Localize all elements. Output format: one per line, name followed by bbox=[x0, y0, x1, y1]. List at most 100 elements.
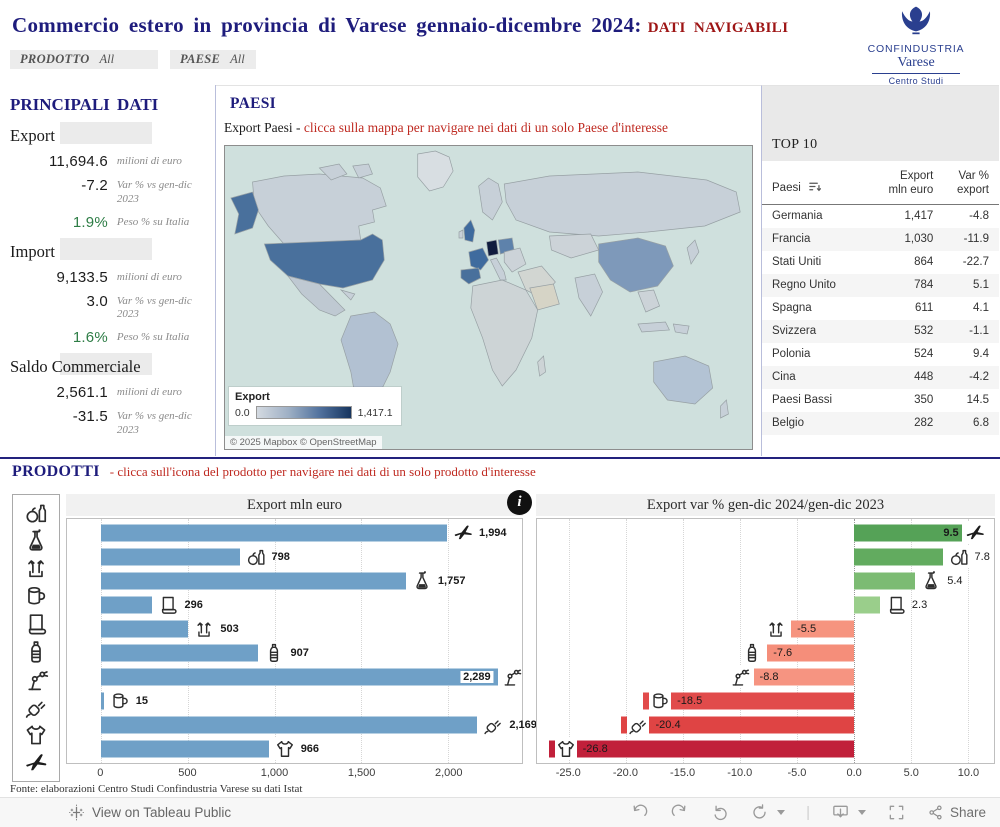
col-export[interactable]: Export mln euro bbox=[867, 165, 940, 205]
col-paesi[interactable]: Paesi bbox=[762, 165, 868, 205]
bar-robot[interactable] bbox=[753, 668, 854, 686]
bar-food[interactable] bbox=[101, 548, 240, 566]
bar-row[interactable]: 296 bbox=[67, 593, 522, 617]
paper-icon[interactable] bbox=[157, 594, 180, 616]
bar-row[interactable]: -5.5 bbox=[537, 617, 994, 641]
plug-icon[interactable] bbox=[482, 714, 505, 736]
download-icon[interactable] bbox=[831, 803, 850, 822]
robot-icon[interactable] bbox=[499, 666, 522, 688]
bar-row[interactable]: -18.5 bbox=[537, 689, 994, 713]
bar-row[interactable]: 1,994 bbox=[67, 521, 522, 545]
bar-plug[interactable] bbox=[621, 716, 854, 734]
sweater-icon[interactable] bbox=[554, 738, 577, 760]
share-button[interactable]: Share bbox=[927, 804, 986, 821]
bar-flask[interactable] bbox=[853, 572, 916, 590]
bar-row[interactable]: -26.8 bbox=[537, 737, 994, 761]
mug-icon[interactable] bbox=[23, 583, 49, 609]
paper-icon[interactable] bbox=[884, 594, 907, 616]
airplane-icon[interactable] bbox=[963, 522, 986, 544]
robot-icon[interactable] bbox=[23, 667, 49, 693]
download-caret[interactable] bbox=[857, 810, 866, 815]
table-row[interactable]: Regno Unito 784 5.1 bbox=[762, 273, 999, 297]
arrows-icon[interactable] bbox=[193, 618, 216, 640]
bar-mug[interactable] bbox=[101, 692, 104, 710]
sweater-icon[interactable] bbox=[23, 722, 49, 748]
bar-row[interactable]: 7.8 bbox=[537, 545, 994, 569]
bar-row[interactable]: 503 bbox=[67, 617, 522, 641]
bar-sweater[interactable] bbox=[548, 740, 854, 758]
bottle-icon[interactable] bbox=[263, 642, 286, 664]
export-mln-plot[interactable]: 1,994 798 1,757 296 503 907 2,289 15 2,169 966 bbox=[66, 518, 537, 764]
filter-paese[interactable]: PAESE All bbox=[170, 50, 256, 69]
bar-row[interactable]: 966 bbox=[67, 737, 522, 761]
redo-icon[interactable] bbox=[670, 803, 689, 822]
bar-row[interactable]: 798 bbox=[67, 545, 522, 569]
bar-bottle[interactable] bbox=[767, 644, 854, 662]
table-row[interactable]: Belgio 282 6.8 bbox=[762, 411, 999, 435]
mug-icon[interactable] bbox=[108, 690, 131, 712]
table-row[interactable]: Stati Uniti 864 -22.7 bbox=[762, 251, 999, 274]
bar-row[interactable]: 2.3 bbox=[537, 593, 994, 617]
flask-icon[interactable] bbox=[410, 570, 433, 592]
bar-row[interactable]: 1,757 bbox=[67, 569, 522, 593]
reset-icon[interactable] bbox=[710, 803, 729, 822]
arrows-icon[interactable] bbox=[23, 555, 49, 581]
food-icon[interactable] bbox=[947, 546, 970, 568]
col-var[interactable]: Var % export bbox=[939, 165, 999, 205]
sweater-icon[interactable] bbox=[273, 738, 296, 760]
table-row[interactable]: Polonia 524 9.4 bbox=[762, 343, 999, 366]
refresh-icon[interactable] bbox=[750, 803, 769, 822]
bottle-icon[interactable] bbox=[741, 642, 764, 664]
paper-icon[interactable] bbox=[23, 611, 49, 637]
bar-airplane[interactable] bbox=[853, 524, 962, 542]
flask-icon[interactable] bbox=[920, 570, 943, 592]
bar-sweater[interactable] bbox=[101, 740, 269, 758]
bar-row[interactable]: -8.8 bbox=[537, 665, 994, 689]
bar-row[interactable]: -20.4 bbox=[537, 713, 994, 737]
food-icon[interactable] bbox=[244, 546, 267, 568]
bar-robot[interactable] bbox=[101, 668, 499, 686]
airplane-icon[interactable] bbox=[452, 522, 475, 544]
fullscreen-icon[interactable] bbox=[887, 803, 906, 822]
bar-arrows[interactable] bbox=[791, 620, 854, 638]
arrows-icon[interactable] bbox=[765, 618, 788, 640]
bar-row[interactable]: -7.6 bbox=[537, 641, 994, 665]
airplane-icon[interactable] bbox=[23, 750, 49, 776]
bar-row[interactable]: 2,289 bbox=[67, 665, 522, 689]
table-row[interactable]: Francia 1,030 -11.9 bbox=[762, 227, 999, 251]
plug-icon[interactable] bbox=[627, 714, 650, 736]
bar-row[interactable]: 2,169 bbox=[67, 713, 537, 737]
table-row[interactable]: Svizzera 532 -1.1 bbox=[762, 319, 999, 343]
mug-icon[interactable] bbox=[649, 690, 672, 712]
bar-row[interactable]: 9.5 bbox=[537, 521, 994, 545]
filter-prodotto[interactable]: PRODOTTO All bbox=[10, 50, 158, 69]
bar-row[interactable]: 907 bbox=[67, 641, 522, 665]
bar-paper[interactable] bbox=[853, 596, 880, 614]
bar-flask[interactable] bbox=[101, 572, 406, 590]
world-map[interactable]: Export 0.0 1,417.1 © 2025 Mapbox © OpenS… bbox=[224, 145, 753, 450]
table-row[interactable]: Spagna 611 4.1 bbox=[762, 297, 999, 320]
table-row[interactable]: Germania 1,417 -4.8 bbox=[762, 204, 999, 228]
bar-bottle[interactable] bbox=[101, 644, 259, 662]
flask-icon[interactable] bbox=[23, 528, 49, 554]
bar-plug[interactable] bbox=[101, 716, 478, 734]
bottle-icon[interactable] bbox=[23, 639, 49, 665]
sort-icon[interactable] bbox=[808, 180, 821, 197]
food-icon[interactable] bbox=[23, 500, 49, 526]
bar-mug[interactable] bbox=[643, 692, 854, 710]
refresh-caret[interactable] bbox=[777, 810, 786, 815]
bar-paper[interactable] bbox=[101, 596, 153, 614]
bar-food[interactable] bbox=[853, 548, 943, 566]
plug-icon[interactable] bbox=[23, 694, 49, 720]
table-row[interactable]: Paesi Bassi 350 14.5 bbox=[762, 389, 999, 412]
bar-row[interactable]: 5.4 bbox=[537, 569, 994, 593]
info-icon[interactable]: i bbox=[507, 490, 532, 515]
bar-row[interactable]: 15 bbox=[67, 689, 522, 713]
undo-icon[interactable] bbox=[630, 803, 649, 822]
bar-arrows[interactable] bbox=[101, 620, 189, 638]
bar-airplane[interactable] bbox=[101, 524, 448, 542]
robot-icon[interactable] bbox=[727, 666, 750, 688]
view-on-tableau-link[interactable]: View on Tableau Public bbox=[68, 804, 231, 821]
table-row[interactable]: Cina 448 -4.2 bbox=[762, 365, 999, 389]
export-var-plot[interactable]: 9.5 7.8 5.4 2.3 -5.5 -7.6 -8.8 -18.5 -20.4 -26.8 bbox=[536, 518, 995, 764]
